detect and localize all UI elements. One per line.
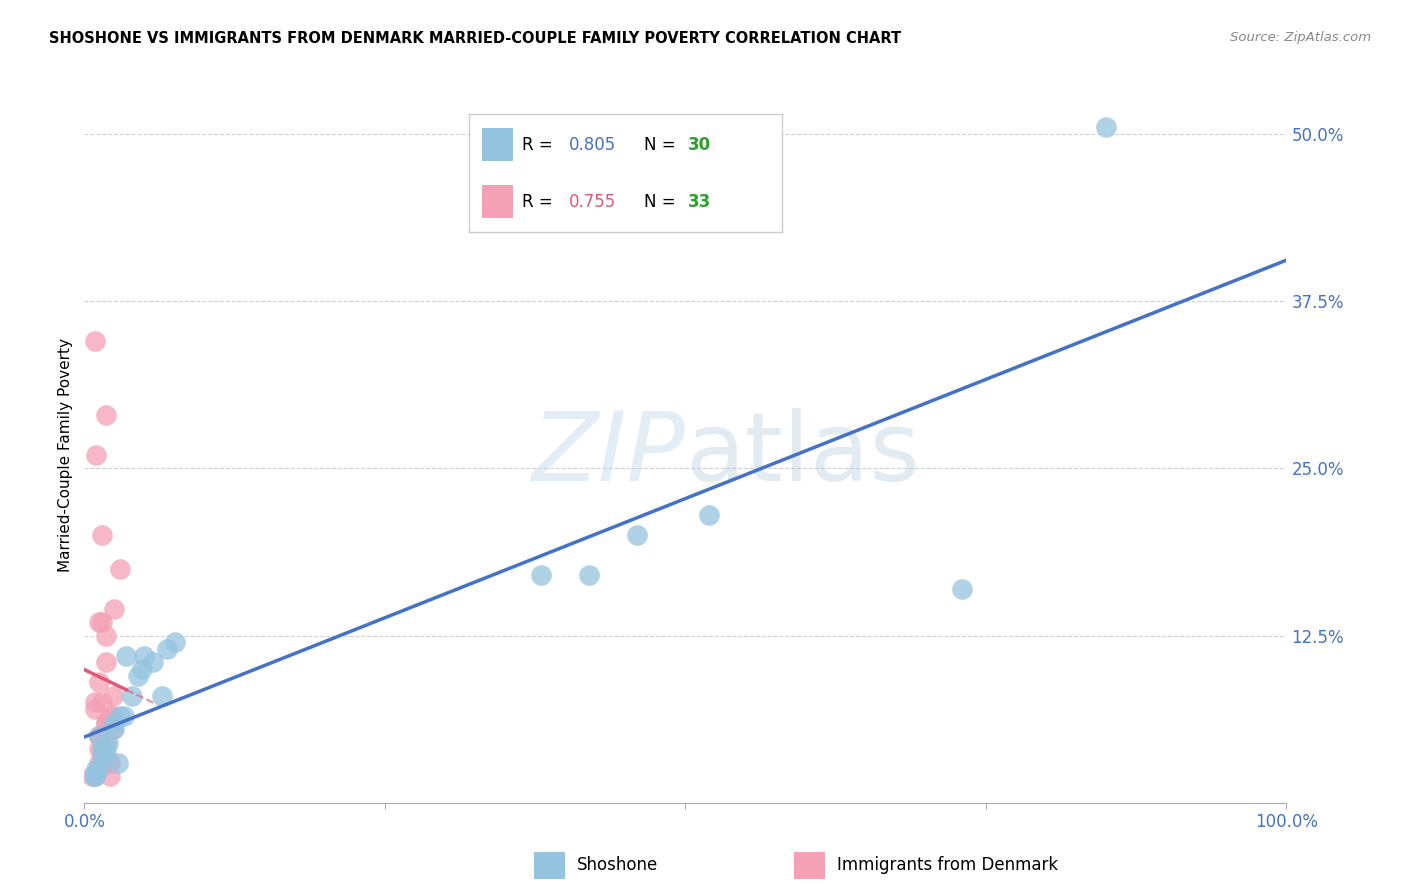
Point [98, 708, 121, 723]
Point [94, 715, 117, 730]
Point [530, 568, 553, 582]
Point [103, 723, 125, 737]
Point [84, 696, 107, 710]
Point [94, 735, 117, 749]
Point [103, 715, 125, 730]
Point [97, 735, 120, 749]
Point [94, 715, 117, 730]
Point [127, 669, 149, 683]
Point [115, 648, 138, 663]
Point [80, 769, 103, 783]
FancyBboxPatch shape [481, 185, 513, 218]
Point [98, 756, 121, 770]
Point [91, 742, 114, 756]
Point [94, 408, 117, 422]
Point [87, 729, 110, 743]
Point [87, 675, 110, 690]
Point [142, 655, 165, 669]
Text: ZIP: ZIP [531, 409, 686, 501]
Point [86, 762, 108, 776]
Point [91, 615, 114, 630]
Point [84, 334, 107, 348]
Text: 30: 30 [688, 136, 711, 153]
Point [91, 756, 114, 770]
Y-axis label: Married-Couple Family Poverty: Married-Couple Family Poverty [58, 338, 73, 572]
Point [578, 568, 600, 582]
Point [1095, 120, 1118, 134]
Point [103, 601, 125, 615]
Point [121, 689, 143, 703]
Point [103, 723, 125, 737]
Point [94, 628, 117, 642]
Point [626, 528, 648, 542]
Point [91, 749, 114, 764]
Text: 33: 33 [688, 193, 711, 211]
Point [87, 756, 110, 770]
Point [156, 642, 179, 657]
Point [91, 742, 114, 756]
Point [87, 729, 110, 743]
Point [98, 756, 121, 770]
Point [134, 648, 156, 663]
Point [84, 769, 107, 783]
Text: 0.805: 0.805 [569, 136, 616, 153]
Point [87, 762, 110, 776]
Point [163, 635, 186, 649]
Point [91, 696, 114, 710]
Text: Immigrants from Denmark: Immigrants from Denmark [837, 856, 1057, 874]
Point [84, 769, 107, 783]
Text: N =: N = [644, 136, 681, 153]
Point [86, 448, 108, 462]
Text: Source: ZipAtlas.com: Source: ZipAtlas.com [1230, 31, 1371, 45]
Point [107, 756, 129, 770]
Point [87, 742, 110, 756]
Text: atlas: atlas [686, 409, 921, 501]
Point [112, 708, 135, 723]
Point [94, 749, 117, 764]
Point [84, 702, 107, 716]
Point [83, 769, 105, 783]
Point [94, 655, 117, 669]
Point [110, 562, 132, 576]
Point [103, 689, 125, 703]
Point [152, 689, 174, 703]
Point [98, 769, 121, 783]
Point [110, 708, 132, 723]
Point [103, 708, 125, 723]
Point [950, 582, 973, 596]
Text: 0.755: 0.755 [569, 193, 616, 211]
FancyBboxPatch shape [481, 128, 513, 161]
Point [87, 615, 110, 630]
Point [91, 528, 114, 542]
Point [131, 662, 153, 676]
Text: Shoshone: Shoshone [576, 856, 658, 874]
Point [94, 742, 117, 756]
Point [91, 742, 114, 756]
Text: N =: N = [644, 193, 681, 211]
Text: SHOSHONE VS IMMIGRANTS FROM DENMARK MARRIED-COUPLE FAMILY POVERTY CORRELATION CH: SHOSHONE VS IMMIGRANTS FROM DENMARK MARR… [49, 31, 901, 46]
Point [87, 729, 110, 743]
Point [699, 508, 721, 523]
Text: R =: R = [522, 136, 558, 153]
Text: R =: R = [522, 193, 558, 211]
